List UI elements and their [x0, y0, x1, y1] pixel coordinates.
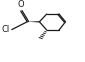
Polygon shape [27, 21, 39, 22]
Text: Cl: Cl [1, 25, 9, 34]
Text: O: O [17, 0, 24, 9]
